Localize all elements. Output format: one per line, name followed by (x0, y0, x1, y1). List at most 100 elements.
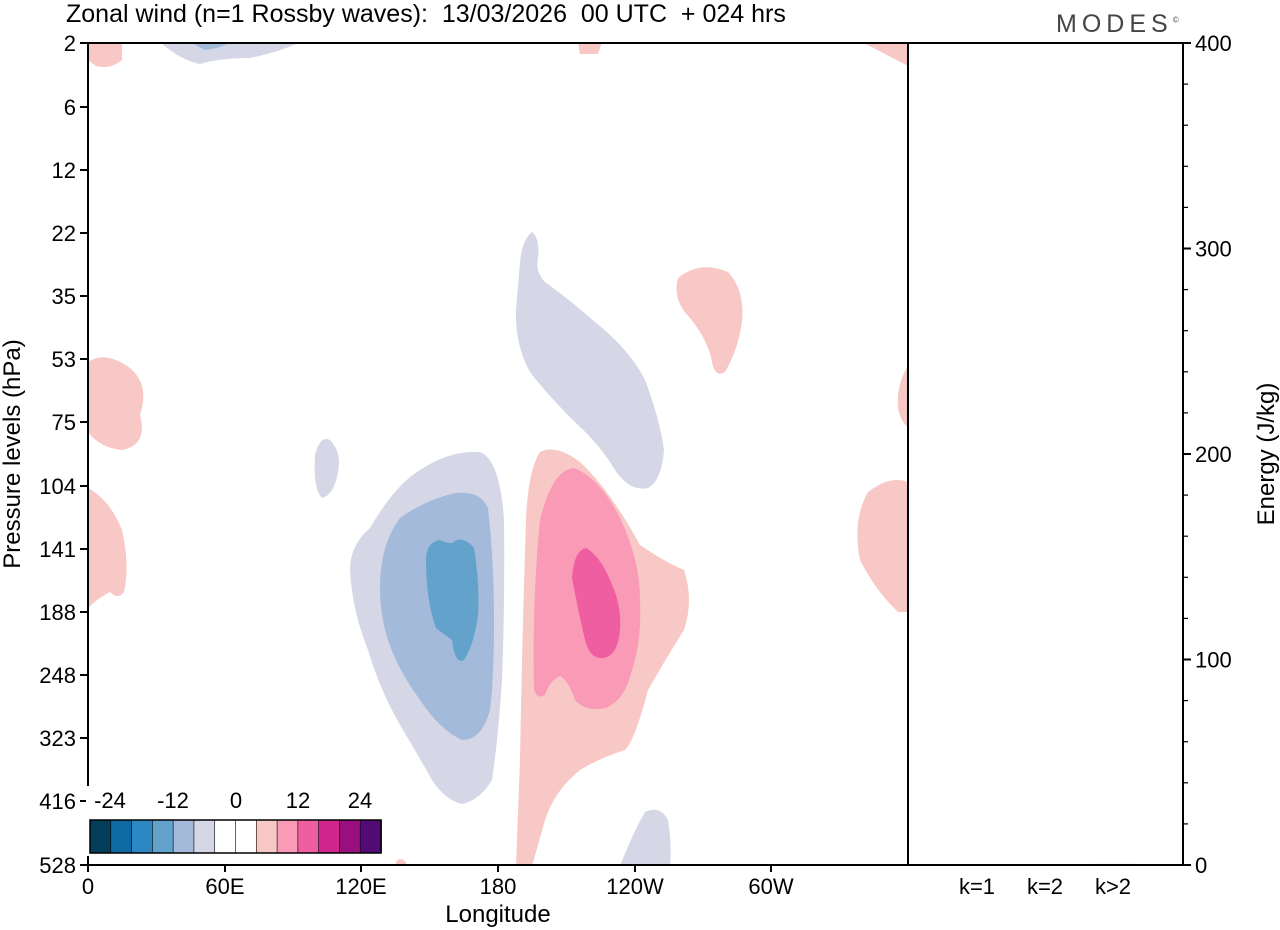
contour-positive-level1-right-75 (897, 366, 908, 428)
contour-negative-level1-bottom (620, 809, 671, 865)
colorbar-swatch (131, 819, 154, 854)
x-tick: 120W (606, 865, 664, 899)
y-tick-label: 12 (52, 158, 76, 183)
x-axis-title: Longitude (445, 901, 550, 928)
contour-negative-level1-small (314, 439, 339, 498)
y-tick: 2 (64, 31, 88, 56)
main-plot-frame (87, 42, 909, 866)
colorbar-swatch (235, 819, 258, 854)
y-tick-label: 75 (52, 410, 76, 435)
x-tick: 0 (82, 865, 94, 899)
colorbar-swatch (359, 819, 382, 854)
x-tick: 60E (205, 865, 245, 899)
contour-negative-level3 (426, 539, 479, 661)
x-tick-label: 60W (748, 874, 793, 899)
energy-axis-title: Energy (J/kg) (1253, 383, 1280, 526)
y-tick: 528 (39, 853, 88, 878)
y-tick: 6 (64, 95, 88, 120)
modes-logo: MODES© (1056, 10, 1179, 38)
x-tick: 60W (748, 865, 794, 899)
chart-title: Zonal wind (n=1 Rossby waves): 13/03/202… (66, 0, 786, 28)
energy-y-axis: 0 100 200 300 400 (1183, 31, 1232, 878)
y-tick: 141 (39, 537, 88, 562)
energy-category-label: k=1 (959, 874, 995, 899)
y-tick-label: 141 (39, 537, 76, 562)
x-tick-label: 180 (480, 874, 517, 899)
x-tick-label: 60E (205, 874, 244, 899)
y-tick: 12 (52, 158, 88, 183)
contour-positive-level1-west-53 (88, 357, 144, 450)
y-tick-label: 188 (39, 600, 76, 625)
colorbar-swatch (89, 819, 112, 854)
colorbar-swatch (339, 819, 362, 854)
y-tick: 248 (39, 663, 88, 688)
energy-bars: k=1 k=2 k>2 (955, 863, 1135, 899)
y-axis-title: Pressure levels (hPa) (0, 339, 26, 568)
contour-positive-level1-bottom-speck (396, 859, 406, 865)
y-tick: 416 (39, 789, 88, 814)
energy-tick-label: 300 (1195, 237, 1232, 262)
energy-bar (955, 864, 999, 866)
contour-negative-level1-top (161, 43, 298, 64)
y-tick-label: 323 (39, 726, 76, 751)
y-tick: 35 (52, 284, 88, 309)
y-tick: 75 (52, 410, 88, 435)
contour-negative-level2-top (191, 43, 229, 50)
colorbar-swatch (276, 819, 299, 854)
energy-category-label: k=2 (1027, 874, 1063, 899)
x-tick-label: 0 (82, 874, 94, 899)
colorbar-swatch (110, 819, 133, 854)
x-tick-label: 120W (606, 874, 664, 899)
colorbar-label: -24 (94, 788, 126, 813)
x-axis: 0 60E 120E 180 120W 60W (82, 865, 794, 899)
colorbar-label: -12 (157, 788, 189, 813)
colorbar-swatch (297, 819, 320, 854)
y-tick: 188 (39, 600, 88, 625)
y-tick-label: 2 (64, 31, 76, 56)
y-tick-label: 104 (39, 474, 76, 499)
energy-tick-label: 0 (1195, 853, 1207, 878)
contour-positive-level1-right-141 (857, 479, 908, 612)
contour-negative-level1-diagonal (515, 232, 664, 489)
energy-tick-label: 400 (1195, 31, 1232, 56)
contour-fields (88, 43, 908, 865)
colorbar-label: 24 (348, 788, 372, 813)
colorbar-frame (89, 819, 382, 854)
y-tick: 53 (52, 347, 88, 372)
colorbar: -24 -12 0 12 24 (86, 786, 382, 856)
colorbar-label: 0 (230, 788, 242, 813)
contour-positive-level1-upper-right (676, 267, 743, 374)
y-tick-label: 248 (39, 663, 76, 688)
colorbar-label: 12 (286, 788, 310, 813)
contour-positive-level1-west-high (88, 43, 122, 68)
y-tick: 104 (39, 474, 88, 499)
y-tick-label: 35 (52, 284, 76, 309)
colorbar-swatch (152, 819, 174, 854)
y-tick-label: 416 (39, 789, 76, 814)
y-tick-label: 528 (39, 853, 76, 878)
colorbar-swatch (193, 819, 216, 854)
y-tick: 22 (52, 221, 88, 246)
colorbar-swatch (214, 819, 237, 854)
colorbar-swatch (318, 819, 341, 854)
energy-bar (1023, 864, 1067, 866)
y-tick: 323 (39, 726, 88, 751)
colorbar-swatch (255, 819, 278, 854)
contour-positive-level1-top-mid (578, 43, 602, 54)
x-tick: 120E (335, 865, 387, 899)
x-tick: 180 (480, 865, 517, 899)
y-tick-label: 53 (52, 347, 76, 372)
colorbar-swatch (172, 819, 195, 854)
energy-bar (1091, 863, 1135, 865)
y-axis-left: 2 6 12 22 35 53 75 104 141 188 248 323 4… (39, 31, 88, 878)
energy-category-label: k>2 (1095, 874, 1131, 899)
colorbar-swatches (89, 819, 382, 854)
energy-tick-label: 200 (1195, 442, 1232, 467)
energy-plot-frame (907, 42, 1184, 866)
contour-positive-level1-top-right (863, 43, 908, 66)
energy-tick-label: 100 (1195, 648, 1232, 673)
contour-positive-level3 (572, 548, 621, 659)
y-tick-label: 6 (64, 95, 76, 120)
x-tick-label: 120E (335, 874, 386, 899)
